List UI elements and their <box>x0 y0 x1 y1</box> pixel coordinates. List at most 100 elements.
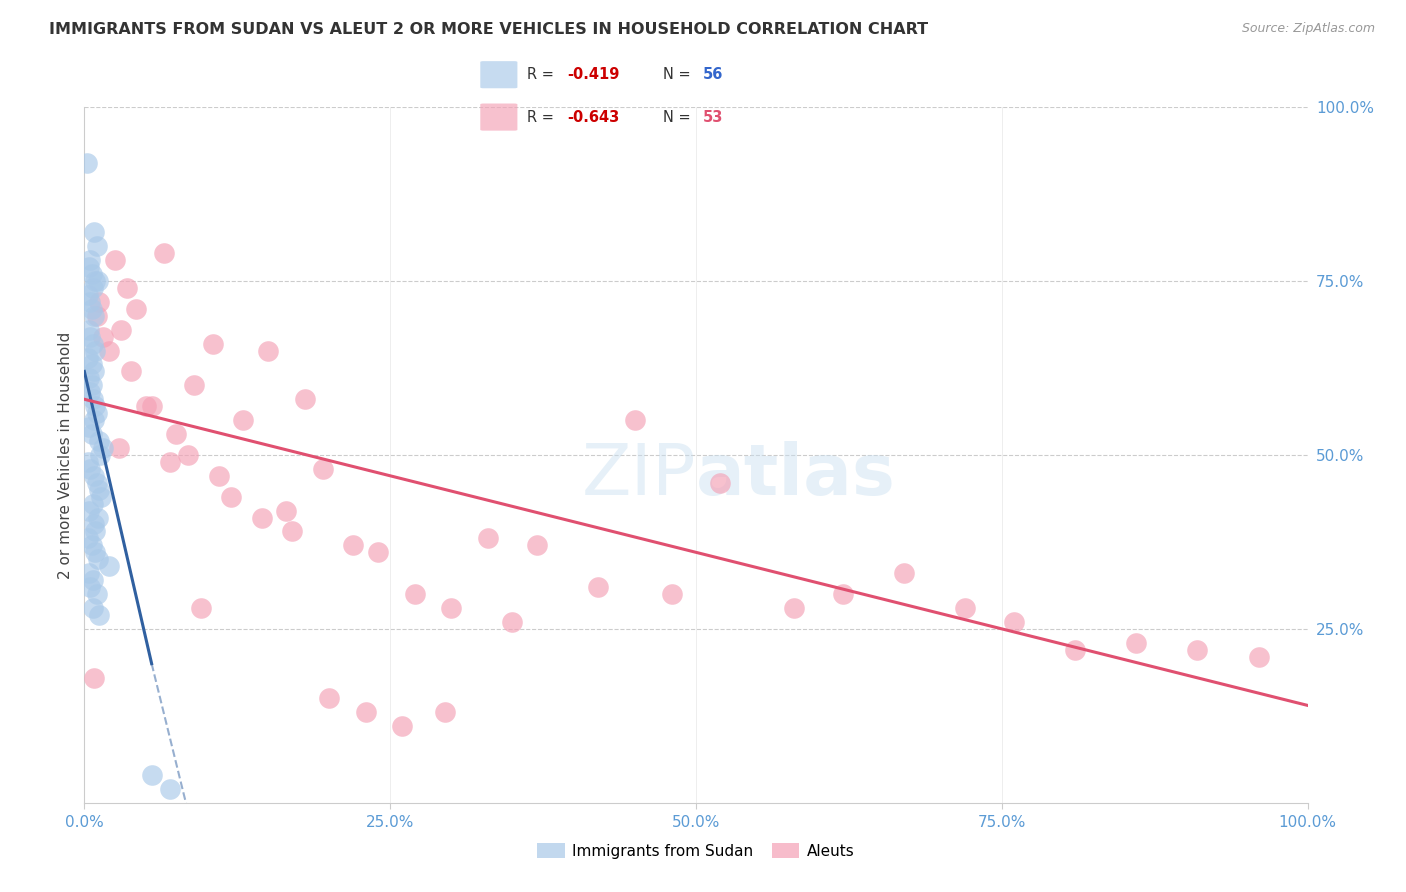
Point <box>80 538 103 552</box>
Point <box>84 399 107 413</box>
Point <box>141 768 163 782</box>
Point <box>440 601 463 615</box>
Point <box>125 301 148 316</box>
Point <box>281 524 304 539</box>
Text: R =: R = <box>527 110 558 125</box>
Point <box>120 364 142 378</box>
Point <box>80 267 103 281</box>
Point <box>391 719 413 733</box>
Text: -0.419: -0.419 <box>567 67 619 82</box>
Point <box>77 260 100 274</box>
Point <box>354 706 377 720</box>
Point <box>953 601 976 615</box>
Point <box>77 351 100 365</box>
Point <box>783 601 806 615</box>
Text: Source: ZipAtlas.com: Source: ZipAtlas.com <box>1241 22 1375 36</box>
Point <box>661 587 683 601</box>
Point <box>79 462 101 476</box>
Point <box>159 455 181 469</box>
Point <box>77 323 100 337</box>
FancyBboxPatch shape <box>481 103 517 130</box>
Text: ZIP: ZIP <box>582 442 696 510</box>
Point <box>183 378 205 392</box>
Point <box>87 483 110 497</box>
Legend: Immigrants from Sudan, Aleuts: Immigrants from Sudan, Aleuts <box>531 837 860 864</box>
Point <box>77 371 100 385</box>
Point <box>312 462 335 476</box>
Point <box>165 427 187 442</box>
Point <box>86 406 108 420</box>
Point <box>141 399 163 413</box>
Point <box>1125 636 1147 650</box>
Text: N =: N = <box>662 110 695 125</box>
Point <box>83 364 105 378</box>
Point <box>87 434 110 448</box>
Point <box>83 225 105 239</box>
Point <box>434 706 457 720</box>
Point <box>80 358 103 372</box>
Point <box>190 601 212 615</box>
Point <box>82 497 104 511</box>
Point <box>97 559 120 574</box>
Point <box>83 468 105 483</box>
Text: R =: R = <box>527 67 558 82</box>
Point <box>1187 642 1209 657</box>
Point <box>86 239 108 253</box>
Point <box>318 691 340 706</box>
Point <box>502 615 524 629</box>
Point <box>79 294 101 309</box>
Point <box>84 524 107 539</box>
Point <box>367 545 389 559</box>
Point <box>219 490 242 504</box>
Point <box>82 601 104 615</box>
Point <box>232 413 254 427</box>
Point <box>77 532 100 546</box>
Point <box>1002 615 1025 629</box>
Point <box>80 301 103 316</box>
Point <box>115 281 138 295</box>
Point <box>79 253 101 268</box>
Point <box>276 503 298 517</box>
Point <box>77 566 100 581</box>
Point <box>82 392 104 407</box>
Point <box>110 323 132 337</box>
Point <box>91 441 114 455</box>
Point <box>86 309 108 323</box>
Point <box>86 587 108 601</box>
Point <box>153 246 176 260</box>
Point <box>201 336 224 351</box>
Point <box>526 538 548 552</box>
Point <box>77 420 100 434</box>
Point <box>404 587 426 601</box>
Point <box>250 510 273 524</box>
Text: atlas: atlas <box>696 442 896 510</box>
Point <box>87 510 110 524</box>
Point <box>104 253 127 268</box>
Point <box>87 294 110 309</box>
Point <box>342 538 364 552</box>
Point <box>257 343 280 358</box>
Text: IMMIGRANTS FROM SUDAN VS ALEUT 2 OR MORE VEHICLES IN HOUSEHOLD CORRELATION CHART: IMMIGRANTS FROM SUDAN VS ALEUT 2 OR MORE… <box>49 22 928 37</box>
Point <box>83 413 105 427</box>
Text: -0.643: -0.643 <box>567 110 619 125</box>
Y-axis label: 2 or more Vehicles in Household: 2 or more Vehicles in Household <box>58 331 73 579</box>
Text: 53: 53 <box>703 110 723 125</box>
Point <box>89 448 111 462</box>
Point <box>82 573 104 587</box>
Point <box>709 475 731 490</box>
Point <box>294 392 316 407</box>
Point <box>107 441 129 455</box>
Point <box>91 329 114 343</box>
Point <box>77 288 100 302</box>
Point <box>624 413 647 427</box>
Point <box>1064 642 1087 657</box>
Point <box>80 378 103 392</box>
Point <box>84 343 107 358</box>
Text: N =: N = <box>662 67 695 82</box>
Point <box>87 552 110 566</box>
Point <box>586 580 609 594</box>
Text: 56: 56 <box>703 67 723 82</box>
Point <box>477 532 499 546</box>
Point <box>208 468 231 483</box>
Point <box>83 671 105 685</box>
